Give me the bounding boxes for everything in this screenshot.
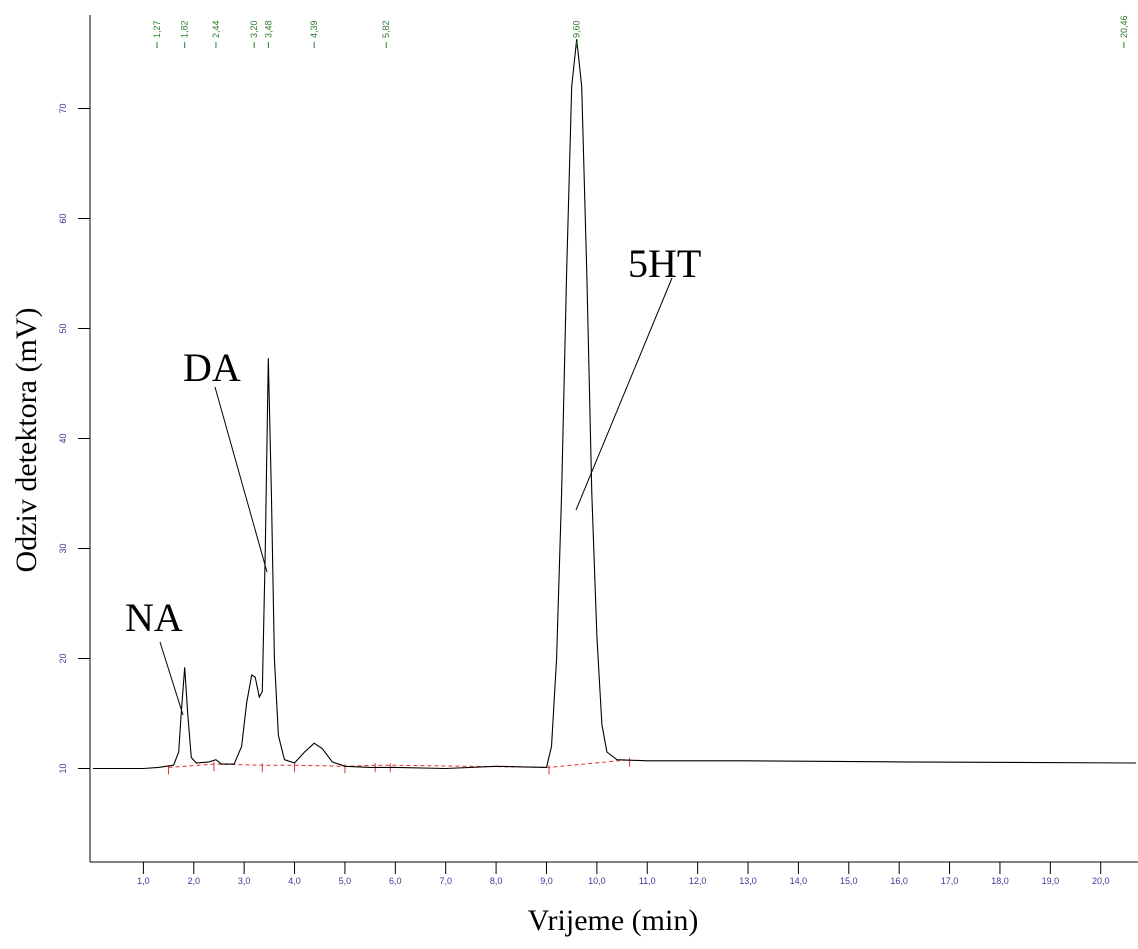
x-tick-label: 5,0: [339, 876, 352, 886]
peak-label: 9,60: [572, 20, 582, 38]
peak-annotation: 5HT: [628, 241, 701, 286]
x-tick-label: 17,0: [941, 876, 959, 886]
x-tick-label: 2,0: [188, 876, 201, 886]
x-tick-label: 9,0: [540, 876, 553, 886]
x-tick-label: 3,0: [238, 876, 251, 886]
y-tick-label: 70: [58, 103, 68, 113]
x-tick-label: 10,0: [588, 876, 606, 886]
y-tick-label: 20: [58, 653, 68, 663]
x-tick-label: 20,0: [1092, 876, 1110, 886]
annotation-leader: [159, 641, 184, 716]
y-tick-label: 50: [58, 323, 68, 333]
x-tick-label: 15,0: [840, 876, 858, 886]
x-tick-label: 12,0: [689, 876, 707, 886]
x-axis-title: Vrijeme (min): [528, 904, 699, 937]
y-axis-title: Odziv detektora (mV): [10, 308, 43, 573]
x-tick-label: 7,0: [439, 876, 452, 886]
x-tick-label: 8,0: [490, 876, 503, 886]
y-tick-label: 40: [58, 433, 68, 443]
peak-label: 2,44: [211, 20, 221, 38]
x-tick-label: 13,0: [739, 876, 757, 886]
x-tick-label: 16,0: [890, 876, 908, 886]
peak-label: 4,39: [309, 20, 319, 38]
peak-label: 20,46: [1119, 15, 1129, 38]
x-tick-label: 19,0: [1042, 876, 1060, 886]
y-tick-label: 60: [58, 213, 68, 223]
signal-line: [93, 39, 1137, 770]
x-tick-label: 6,0: [389, 876, 402, 886]
peak-label: 3,48: [263, 20, 273, 38]
x-tick-label: 14,0: [790, 876, 808, 886]
annotation-leader: [575, 277, 673, 511]
peak-annotation: DA: [183, 345, 241, 390]
peak-annotation: NA: [125, 595, 183, 640]
y-tick-label: 10: [58, 763, 68, 773]
peak-label: 5,82: [381, 20, 391, 38]
annotation-leader: [214, 386, 268, 573]
x-tick-label: 1,0: [137, 876, 150, 886]
x-tick-label: 4,0: [288, 876, 301, 886]
peak-label: 1,27: [152, 20, 162, 38]
x-tick-label: 18,0: [991, 876, 1009, 886]
peak-label: 3,20: [249, 20, 259, 38]
x-tick-label: 11,0: [639, 876, 656, 886]
peak-label: 1,82: [180, 20, 190, 38]
baseline: [168, 759, 630, 768]
y-tick-label: 30: [58, 543, 68, 553]
